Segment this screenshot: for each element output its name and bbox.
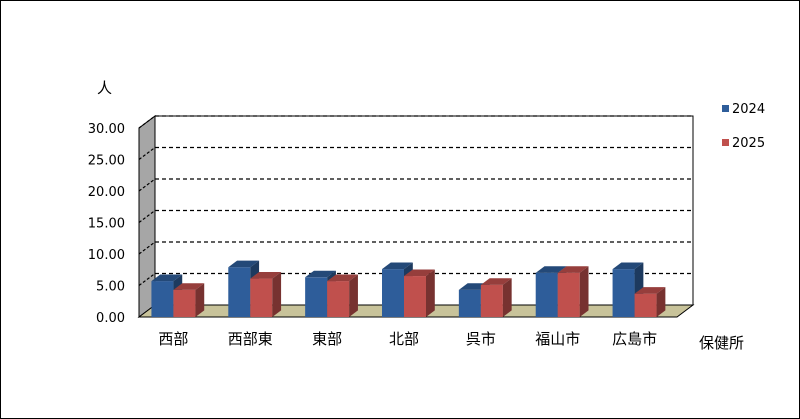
bar-side	[272, 271, 282, 317]
bar-top	[612, 262, 644, 270]
bar-front	[327, 281, 350, 317]
legend-label: 2024	[732, 102, 765, 117]
bar-front	[458, 289, 481, 317]
bar-side	[195, 283, 205, 317]
bar-top	[151, 274, 183, 282]
bar-front	[382, 269, 404, 317]
bar-top	[173, 283, 205, 290]
bar-side	[426, 269, 435, 317]
x-tick-label: 福山市	[535, 330, 580, 348]
x-axis-label: 保健所	[699, 334, 744, 352]
bar-top	[228, 260, 260, 268]
bar	[250, 271, 282, 317]
bar	[557, 266, 589, 317]
gridline-side	[138, 241, 156, 255]
legend: 2024 2025	[722, 102, 765, 151]
bar-front	[480, 284, 503, 317]
bar-side	[349, 274, 358, 317]
y-tick-label: 30.00	[88, 122, 125, 137]
bar-front	[634, 293, 657, 317]
bar-front	[305, 277, 328, 317]
x-tick-label: 西部	[158, 330, 188, 348]
bar-top	[557, 266, 589, 273]
legend-swatch	[722, 105, 729, 112]
bar-front	[535, 272, 558, 317]
x-tick-label: 広島市	[612, 330, 657, 348]
gridline-side	[138, 147, 156, 160]
legend-swatch	[722, 139, 729, 146]
bar-top	[404, 269, 435, 277]
bar-front	[557, 272, 580, 317]
x-tick-label: 呉市	[466, 330, 496, 348]
bar	[634, 287, 666, 317]
x-tick-labels: 西部 西部東 東部 北部 呉市 福山市 広島市	[158, 330, 657, 348]
x-tick-label: 東部	[312, 330, 342, 348]
bar-top	[250, 271, 282, 279]
bar-front	[151, 281, 174, 317]
y-axis-label: 人	[97, 79, 112, 97]
legend-label: 2025	[732, 136, 765, 151]
bar-front	[612, 269, 635, 317]
y-tick-label: 5.00	[96, 280, 125, 295]
y-tick-label: 25.00	[88, 154, 125, 169]
bar-front	[404, 276, 426, 317]
bar-side	[579, 266, 589, 317]
y-tick-label: 20.00	[88, 185, 125, 200]
bar-top	[634, 287, 666, 294]
bar-top	[327, 274, 358, 282]
bar-side	[656, 287, 666, 317]
bar-top	[535, 266, 567, 273]
bar	[173, 283, 205, 317]
bar-top	[382, 262, 413, 270]
gridline-side	[138, 210, 156, 223]
bar-front	[250, 278, 273, 317]
bar-top	[305, 270, 336, 278]
bar-front	[173, 289, 196, 317]
y-tick-label: 15.00	[88, 217, 125, 232]
gridline-side	[138, 115, 156, 129]
bar-top	[480, 278, 512, 285]
bar	[404, 269, 435, 317]
gridline-side	[138, 178, 156, 192]
gridline-side	[138, 273, 156, 286]
y-tick-label: 10.00	[88, 248, 125, 263]
bar	[480, 278, 512, 317]
x-tick-label: 北部	[389, 330, 419, 348]
bar	[327, 274, 358, 317]
bar-front	[228, 267, 251, 317]
x-tick-label: 西部東	[228, 330, 273, 348]
bar-side	[502, 278, 512, 317]
y-tick-labels: 0.00 5.00 10.00 15.00 20.00 25.00 30.00	[88, 122, 125, 326]
y-tick-label: 0.00	[96, 311, 125, 326]
bars	[151, 260, 666, 317]
